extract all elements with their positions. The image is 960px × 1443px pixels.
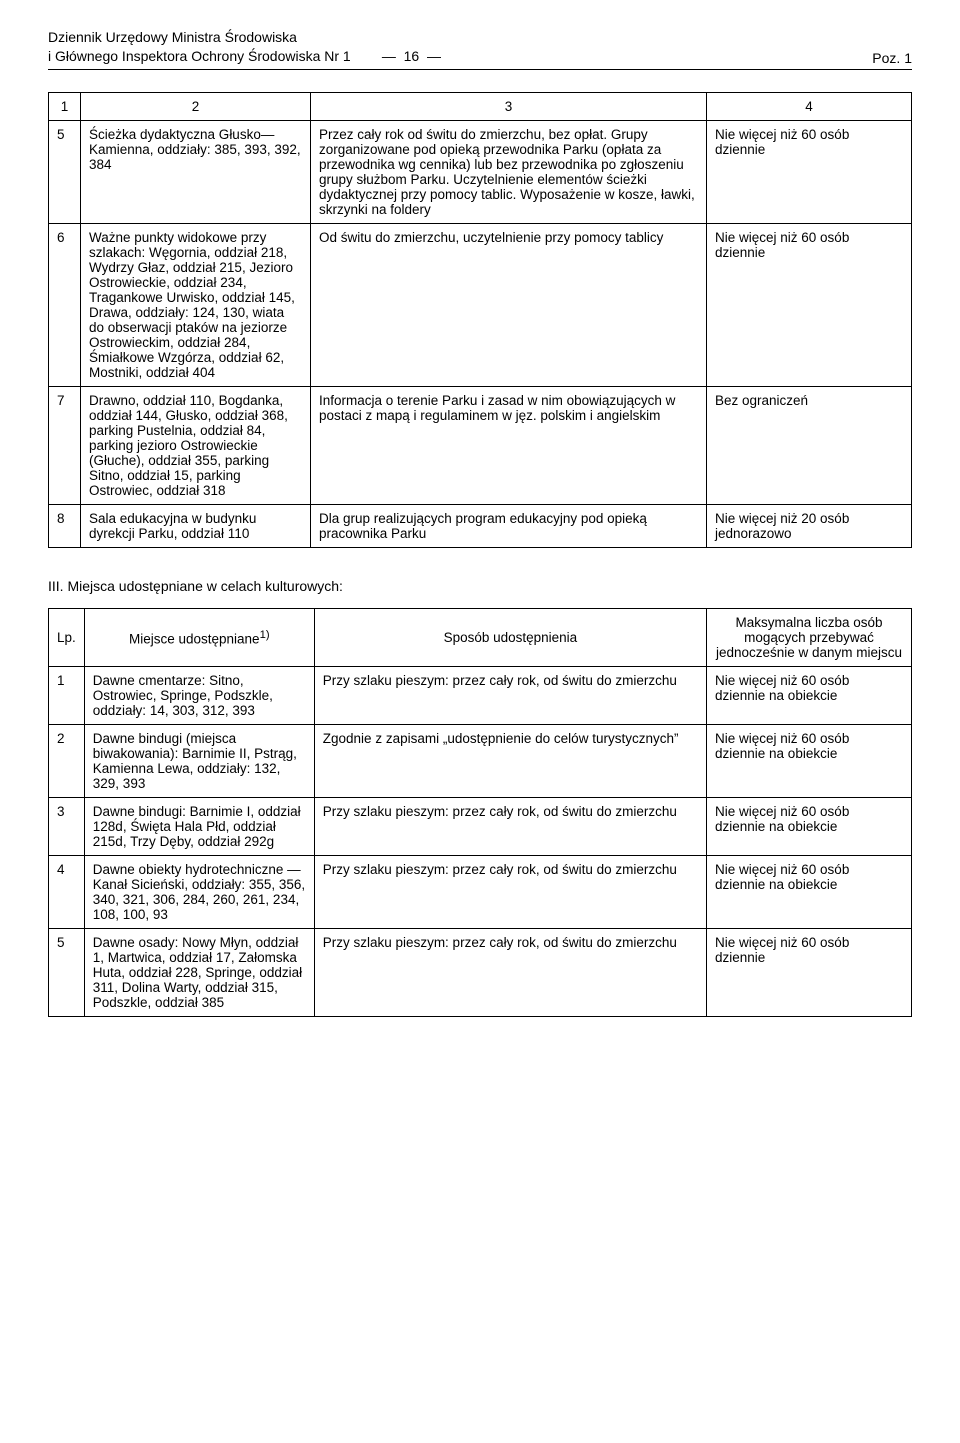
table-row: 6 Ważne punkty widokowe przy szlakach: W… [49,223,912,386]
table-row: 2 Dawne bindugi (miejsca biwakowania): B… [49,724,912,797]
th-2: 2 [81,92,311,120]
header-right: Poz. 1 [872,50,912,66]
row-num: 8 [49,504,81,547]
table-row: 8 Sala edukacyjna w budynku dyrekcji Par… [49,504,912,547]
th-b: Sposób udostępnienia [314,608,706,666]
row-a: Sala edukacyjna w budynku dyrekcji Parku… [81,504,311,547]
th-c: Maksymalna liczba osób mogących przebywa… [707,608,912,666]
row-num: 6 [49,223,81,386]
th-a: Miejsce udostępniane1) [84,608,314,666]
page: Dziennik Urzędowy Ministra Środowiska i … [0,0,960,1087]
th-lp: Lp. [49,608,85,666]
row-a: Dawne bindugi (miejsca biwakowania): Bar… [84,724,314,797]
row-c: Nie więcej niż 60 osób dziennie na obiek… [707,797,912,855]
table-main: 1 2 3 4 5 Ścieżka dydaktyczna Głusko—Kam… [48,92,912,548]
row-c: Nie więcej niż 60 osób dziennie [707,120,912,223]
row-b: Przy szlaku pieszym: przez cały rok, od … [314,666,706,724]
page-header: Dziennik Urzędowy Ministra Środowiska i … [48,28,912,70]
header-line1: Dziennik Urzędowy Ministra Środowiska [48,28,441,47]
section-title: III. Miejsca udostępniane w celach kultu… [48,578,912,594]
row-b: Dla grup realizujących program edukacyjn… [311,504,707,547]
table-row: 3 Dawne bindugi: Barnimie I, oddział 128… [49,797,912,855]
row-num: 2 [49,724,85,797]
th-3: 3 [311,92,707,120]
row-a: Dawne osady: Nowy Młyn, oddział 1, Martw… [84,928,314,1016]
row-num: 5 [49,928,85,1016]
row-c: Nie więcej niż 60 osób dziennie [707,928,912,1016]
table-row: 5 Ścieżka dydaktyczna Głusko—Kamienna, o… [49,120,912,223]
row-a: Dawne bindugi: Barnimie I, oddział 128d,… [84,797,314,855]
row-b: Przy szlaku pieszym: przez cały rok, od … [314,855,706,928]
table-cultural: Lp. Miejsce udostępniane1) Sposób udostę… [48,608,912,1017]
row-num: 7 [49,386,81,504]
row-a: Ważne punkty widokowe przy szlakach: Węg… [81,223,311,386]
row-a: Drawno, oddział 110, Bogdanka, oddział 1… [81,386,311,504]
row-b: Przy szlaku pieszym: przez cały rok, od … [314,928,706,1016]
header-left: Dziennik Urzędowy Ministra Środowiska i … [48,28,441,66]
row-b: Zgodnie z zapisami „udostępnienie do cel… [314,724,706,797]
row-c: Nie więcej niż 60 osób dziennie na obiek… [707,855,912,928]
row-c: Nie więcej niż 60 osób dziennie na obiek… [707,666,912,724]
table-header-row: Lp. Miejsce udostępniane1) Sposób udostę… [49,608,912,666]
table-row: 4 Dawne obiekty hydrotechniczne — Kanał … [49,855,912,928]
row-num: 5 [49,120,81,223]
table-row: 5 Dawne osady: Nowy Młyn, oddział 1, Mar… [49,928,912,1016]
header-center: — 16 — [382,48,441,64]
row-b: Informacja o terenie Parku i zasad w nim… [311,386,707,504]
th-4: 4 [707,92,912,120]
header-line2: i Głównego Inspektora Ochrony Środowiska… [48,47,441,66]
row-num: 1 [49,666,85,724]
row-num: 3 [49,797,85,855]
row-a: Dawne obiekty hydrotechniczne — Kanał Si… [84,855,314,928]
row-a: Dawne cmentarze: Sitno, Ostrowiec, Sprin… [84,666,314,724]
table-header-row: 1 2 3 4 [49,92,912,120]
row-a: Ścieżka dydaktyczna Głusko—Kamienna, odd… [81,120,311,223]
row-c: Nie więcej niż 60 osób dziennie na obiek… [707,724,912,797]
th-1: 1 [49,92,81,120]
row-num: 4 [49,855,85,928]
row-b: Przez cały rok od świtu do zmierzchu, be… [311,120,707,223]
table-row: 1 Dawne cmentarze: Sitno, Ostrowiec, Spr… [49,666,912,724]
row-c: Nie więcej niż 60 osób dziennie [707,223,912,386]
row-b: Od świtu do zmierzchu, uczytelnienie prz… [311,223,707,386]
row-c: Bez ograniczeń [707,386,912,504]
row-b: Przy szlaku pieszym: przez cały rok, od … [314,797,706,855]
table-row: 7 Drawno, oddział 110, Bogdanka, oddział… [49,386,912,504]
row-c: Nie więcej niż 20 osób jednorazowo [707,504,912,547]
